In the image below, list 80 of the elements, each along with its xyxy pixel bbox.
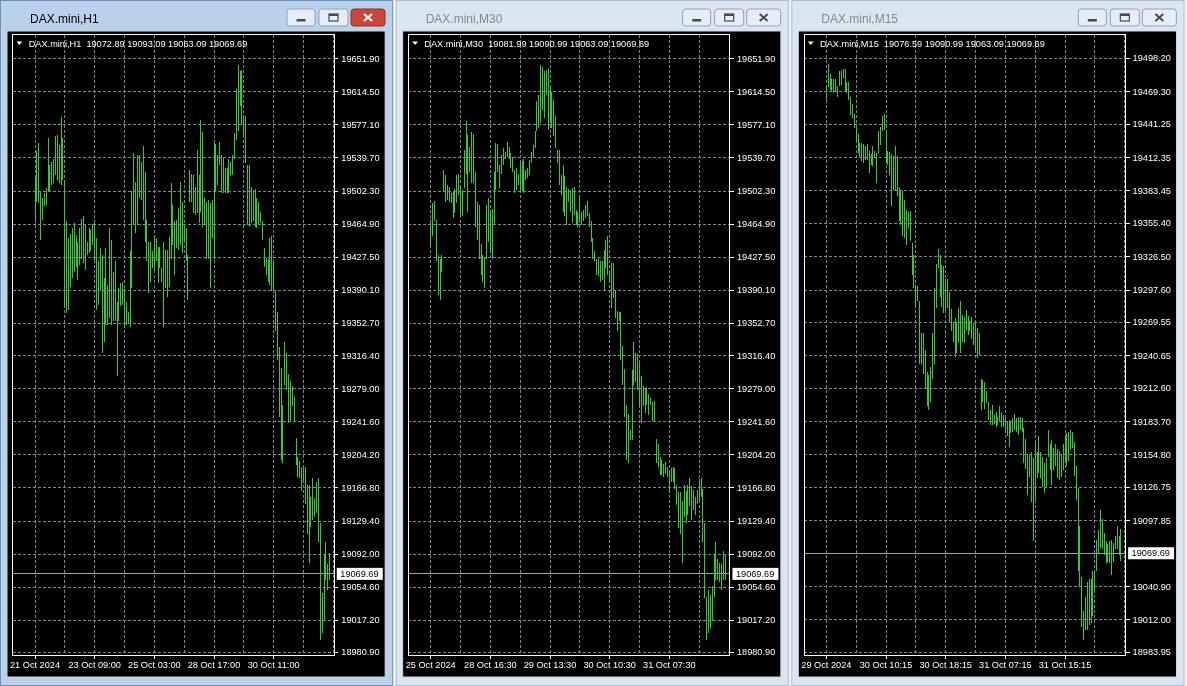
chart-subtitle: DAX.mini,M15 19076.59 19090.99 19063.09 19069.69: [820, 38, 1045, 49]
ref-line-label: 19069.69: [340, 568, 379, 579]
x-tick-label: 21 Oct 2024: [10, 660, 61, 670]
y-tick-label: 19212.60: [1132, 383, 1171, 394]
y-tick-label: 19241.60: [736, 416, 776, 427]
ref-line-label: 19069.69: [1131, 548, 1170, 559]
y-tick-label: 19204.20: [736, 449, 776, 460]
y-tick-label: 19126.75: [1132, 482, 1171, 493]
y-tick-label: 19390.10: [341, 285, 380, 296]
y-tick-label: 19017.20: [736, 615, 776, 626]
y-tick-label: 19154.80: [1132, 449, 1171, 460]
y-tick-label: 19183.70: [1132, 416, 1171, 427]
x-tick-label: 29 Oct 13:30: [523, 660, 577, 670]
y-tick-label: 19651.90: [341, 53, 380, 64]
ref-line-label: 19069.69: [735, 568, 775, 579]
y-tick-label: 18980.90: [736, 647, 776, 658]
x-tick-label: 30 Oct 10:15: [859, 660, 913, 670]
y-tick-label: 19614.50: [341, 86, 380, 97]
y-tick-label: 19498.20: [1132, 53, 1171, 64]
y-tick-label: 19577.10: [736, 119, 776, 130]
x-tick-label: 28 Oct 16:30: [464, 660, 517, 670]
y-tick-label: 18980.90: [341, 647, 380, 658]
y-tick-label: 19352.70: [736, 318, 776, 329]
x-tick-label: 31 Oct 15:15: [1038, 660, 1092, 670]
chart-subtitle: DAX.mini,H1 19072.89 19093.09 19063.09 19069.69: [28, 38, 248, 49]
y-tick-label: 19204.20: [341, 449, 380, 460]
y-tick-label: 19441.25: [1132, 119, 1171, 130]
y-tick-label: 19502.30: [736, 186, 776, 197]
y-tick-label: 19017.20: [341, 615, 380, 626]
y-tick-label: 19390.10: [736, 285, 776, 296]
x-tick-label: 25 Oct 03:00: [128, 660, 181, 670]
y-tick-label: 19412.35: [1132, 152, 1171, 163]
x-tick-label: 31 Oct 07:15: [979, 660, 1032, 670]
y-tick-label: 19129.40: [341, 516, 380, 527]
chart-title: DAX.mini,M15: [821, 11, 899, 26]
y-tick-label: 19279.00: [736, 383, 776, 394]
y-tick-label: 19469.30: [1132, 86, 1171, 97]
y-tick-label: 19316.40: [341, 350, 380, 361]
y-tick-label: 19355.40: [1132, 218, 1171, 229]
y-tick-label: 19241.60: [341, 416, 380, 427]
y-tick-label: 19097.85: [1132, 515, 1171, 526]
y-tick-label: 19279.00: [341, 383, 380, 394]
x-tick-label: 25 Oct 2024: [405, 660, 456, 670]
chart-title: DAX.mini,H1: [30, 11, 100, 26]
y-tick-label: 19269.55: [1132, 317, 1171, 328]
chart-title: DAX.mini,M30: [425, 11, 503, 26]
x-tick-label: 30 Oct 18:15: [919, 660, 972, 670]
y-tick-label: 19464.90: [341, 219, 380, 230]
y-tick-label: 19502.30: [341, 186, 380, 197]
y-tick-label: 19297.60: [1132, 285, 1171, 296]
x-tick-label: 31 Oct 07:30: [643, 660, 696, 670]
x-tick-label: 30 Oct 10:30: [583, 660, 636, 670]
y-tick-label: 19383.45: [1132, 185, 1171, 196]
y-tick-label: 19539.70: [341, 152, 380, 163]
y-tick-label: 19040.90: [1132, 581, 1171, 592]
y-tick-label: 18983.95: [1132, 647, 1171, 658]
y-tick-label: 19054.60: [736, 582, 776, 593]
y-tick-label: 19092.00: [341, 549, 380, 560]
y-tick-label: 19577.10: [341, 119, 380, 130]
y-tick-label: 19054.60: [341, 582, 380, 593]
y-tick-label: 19166.80: [736, 482, 776, 493]
chart-subtitle: DAX.mini,M30 19081.99 19090.99 19063.09 19069.69: [424, 38, 650, 49]
y-tick-label: 19129.40: [736, 516, 776, 527]
x-tick-label: 29 Oct 2024: [801, 660, 852, 670]
x-tick-label: 30 Oct 11:00: [247, 660, 300, 670]
y-tick-label: 19539.70: [736, 152, 776, 163]
y-tick-label: 19352.70: [341, 318, 380, 329]
x-tick-label: 23 Oct 09:00: [68, 660, 121, 670]
y-tick-label: 19316.40: [736, 350, 776, 361]
y-tick-label: 19427.50: [341, 252, 380, 263]
y-tick-label: 19092.00: [736, 549, 776, 560]
y-tick-label: 19012.00: [1132, 614, 1171, 625]
y-tick-label: 19464.90: [736, 219, 776, 230]
y-tick-label: 19651.90: [736, 53, 776, 64]
y-tick-label: 19427.50: [736, 252, 776, 263]
y-tick-label: 19240.65: [1132, 350, 1171, 361]
y-tick-label: 19166.80: [341, 482, 380, 493]
y-tick-label: 19614.50: [736, 86, 776, 97]
y-tick-label: 19326.50: [1132, 251, 1171, 262]
x-tick-label: 28 Oct 17:00: [187, 660, 241, 670]
